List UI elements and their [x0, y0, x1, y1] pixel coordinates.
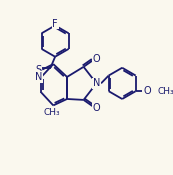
- Text: N: N: [93, 78, 100, 88]
- Text: O: O: [93, 54, 100, 64]
- Text: O: O: [93, 103, 100, 113]
- Text: S: S: [35, 65, 42, 75]
- Text: CH₃: CH₃: [43, 108, 60, 117]
- Text: F: F: [52, 19, 58, 29]
- Text: CH₃: CH₃: [158, 87, 173, 96]
- Text: O: O: [144, 86, 152, 96]
- Text: N: N: [35, 72, 42, 82]
